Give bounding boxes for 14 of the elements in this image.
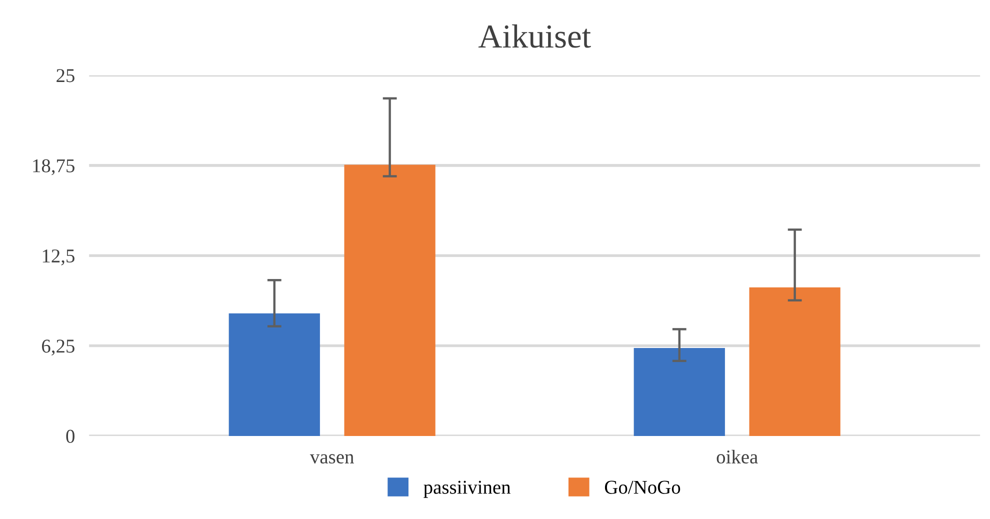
y-tick-label: 12,5 [42,249,74,266]
bar [749,287,840,436]
y-tick-label: 18,75 [33,159,74,176]
legend-label: passiivinen [424,480,511,498]
bar [344,164,436,436]
y-tick-label: 6,25 [42,340,74,356]
bar [228,313,320,436]
chart-title: Aikuiset [478,24,591,48]
x-tick-label: vasen [310,454,354,464]
y-tick-label: 0 [66,430,74,443]
y-tick-label: 25 [56,69,74,82]
x-tick-label: oikea [716,450,758,464]
bar [634,348,725,436]
legend-label: Go/NoGo [604,480,680,494]
